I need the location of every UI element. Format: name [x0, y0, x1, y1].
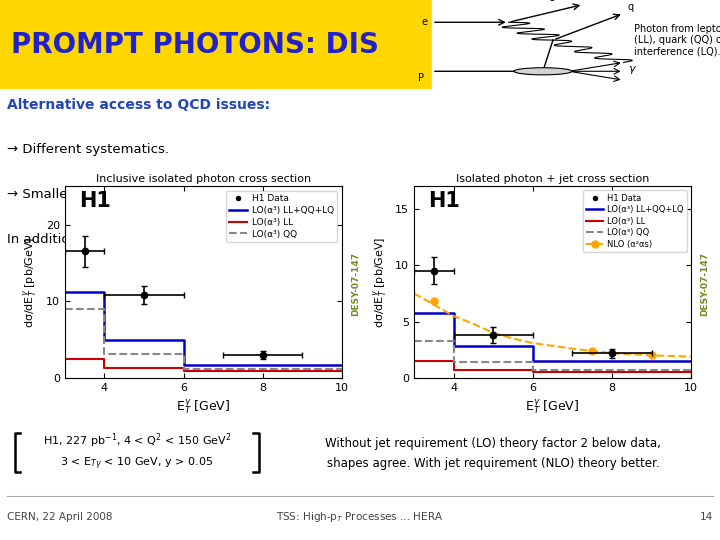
Legend: H1 Data, LO(α³) LL+QQ+LQ, LO(α³) LL, LO(α³) QQ, NLO (α²αs): H1 Data, LO(α³) LL+QQ+LQ, LO(α³) LL, LO(…: [583, 191, 687, 252]
Text: PROMPT PHOTONS: DIS: PROMPT PHOTONS: DIS: [11, 31, 379, 58]
Text: shapes agree. With jet requirement (NLO) theory better.: shapes agree. With jet requirement (NLO)…: [327, 457, 660, 470]
Text: In addition importance for new-physics searches.: In addition importance for new-physics s…: [7, 233, 336, 246]
Y-axis label: dσ/dE$_{T}^{\gamma}$ [pb/GeV]: dσ/dE$_{T}^{\gamma}$ [pb/GeV]: [22, 237, 40, 328]
Y-axis label: dσ/dE$_{T}^{\gamma}$ [pb/GeV]: dσ/dE$_{T}^{\gamma}$ [pb/GeV]: [372, 237, 390, 328]
Text: $\gamma$: $\gamma$: [628, 64, 636, 76]
Text: Alternative access to QCD issues:: Alternative access to QCD issues:: [7, 98, 270, 112]
Bar: [432, 0, 720, 89]
Text: CERN, 22 April 2008: CERN, 22 April 2008: [7, 512, 113, 522]
Text: 3 < E$_{T\gamma}$ < 10 GeV, y > 0.05: 3 < E$_{T\gamma}$ < 10 GeV, y > 0.05: [60, 455, 213, 472]
Title: Inclusive isolated photon cross section: Inclusive isolated photon cross section: [96, 174, 311, 184]
Text: Without jet requirement (LO) theory factor 2 below data,: Without jet requirement (LO) theory fact…: [325, 436, 661, 449]
Circle shape: [514, 68, 572, 75]
X-axis label: E$_{T}^{\gamma}$ [GeV]: E$_{T}^{\gamma}$ [GeV]: [526, 399, 580, 417]
Text: e: e: [549, 0, 555, 3]
Text: e: e: [422, 17, 428, 28]
Text: H1, 227 pb$^{-1}$, 4 < Q$^{2}$ < 150 GeV$^{2}$: H1, 227 pb$^{-1}$, 4 < Q$^{2}$ < 150 GeV…: [42, 431, 231, 450]
Text: H1: H1: [428, 191, 460, 211]
Text: → Different systematics.: → Different systematics.: [7, 143, 169, 156]
Text: TSS: High-p$_{T}$ Processes ... HERA: TSS: High-p$_{T}$ Processes ... HERA: [276, 510, 444, 524]
Text: 14: 14: [700, 512, 713, 522]
Text: DESY-07-147: DESY-07-147: [351, 252, 361, 315]
Legend: H1 Data, LO(α³) LL+QQ+LQ, LO(α³) LL, LO(α³) QQ: H1 Data, LO(α³) LL+QQ+LQ, LO(α³) LL, LO(…: [225, 191, 338, 242]
X-axis label: E$_{T}^{\gamma}$ [GeV]: E$_{T}^{\gamma}$ [GeV]: [176, 399, 230, 417]
Title: Isolated photon + jet cross section: Isolated photon + jet cross section: [456, 174, 649, 184]
Text: → Smaller hadronisation corrections.: → Smaller hadronisation corrections.: [7, 188, 251, 201]
Text: H1: H1: [78, 191, 111, 211]
Text: Photon from lepton
(LL), quark (QQ) or
interference (LQ).: Photon from lepton (LL), quark (QQ) or i…: [634, 24, 720, 57]
Text: DESY-07-147: DESY-07-147: [700, 252, 708, 315]
Text: P: P: [418, 73, 424, 83]
Text: q: q: [628, 2, 634, 11]
